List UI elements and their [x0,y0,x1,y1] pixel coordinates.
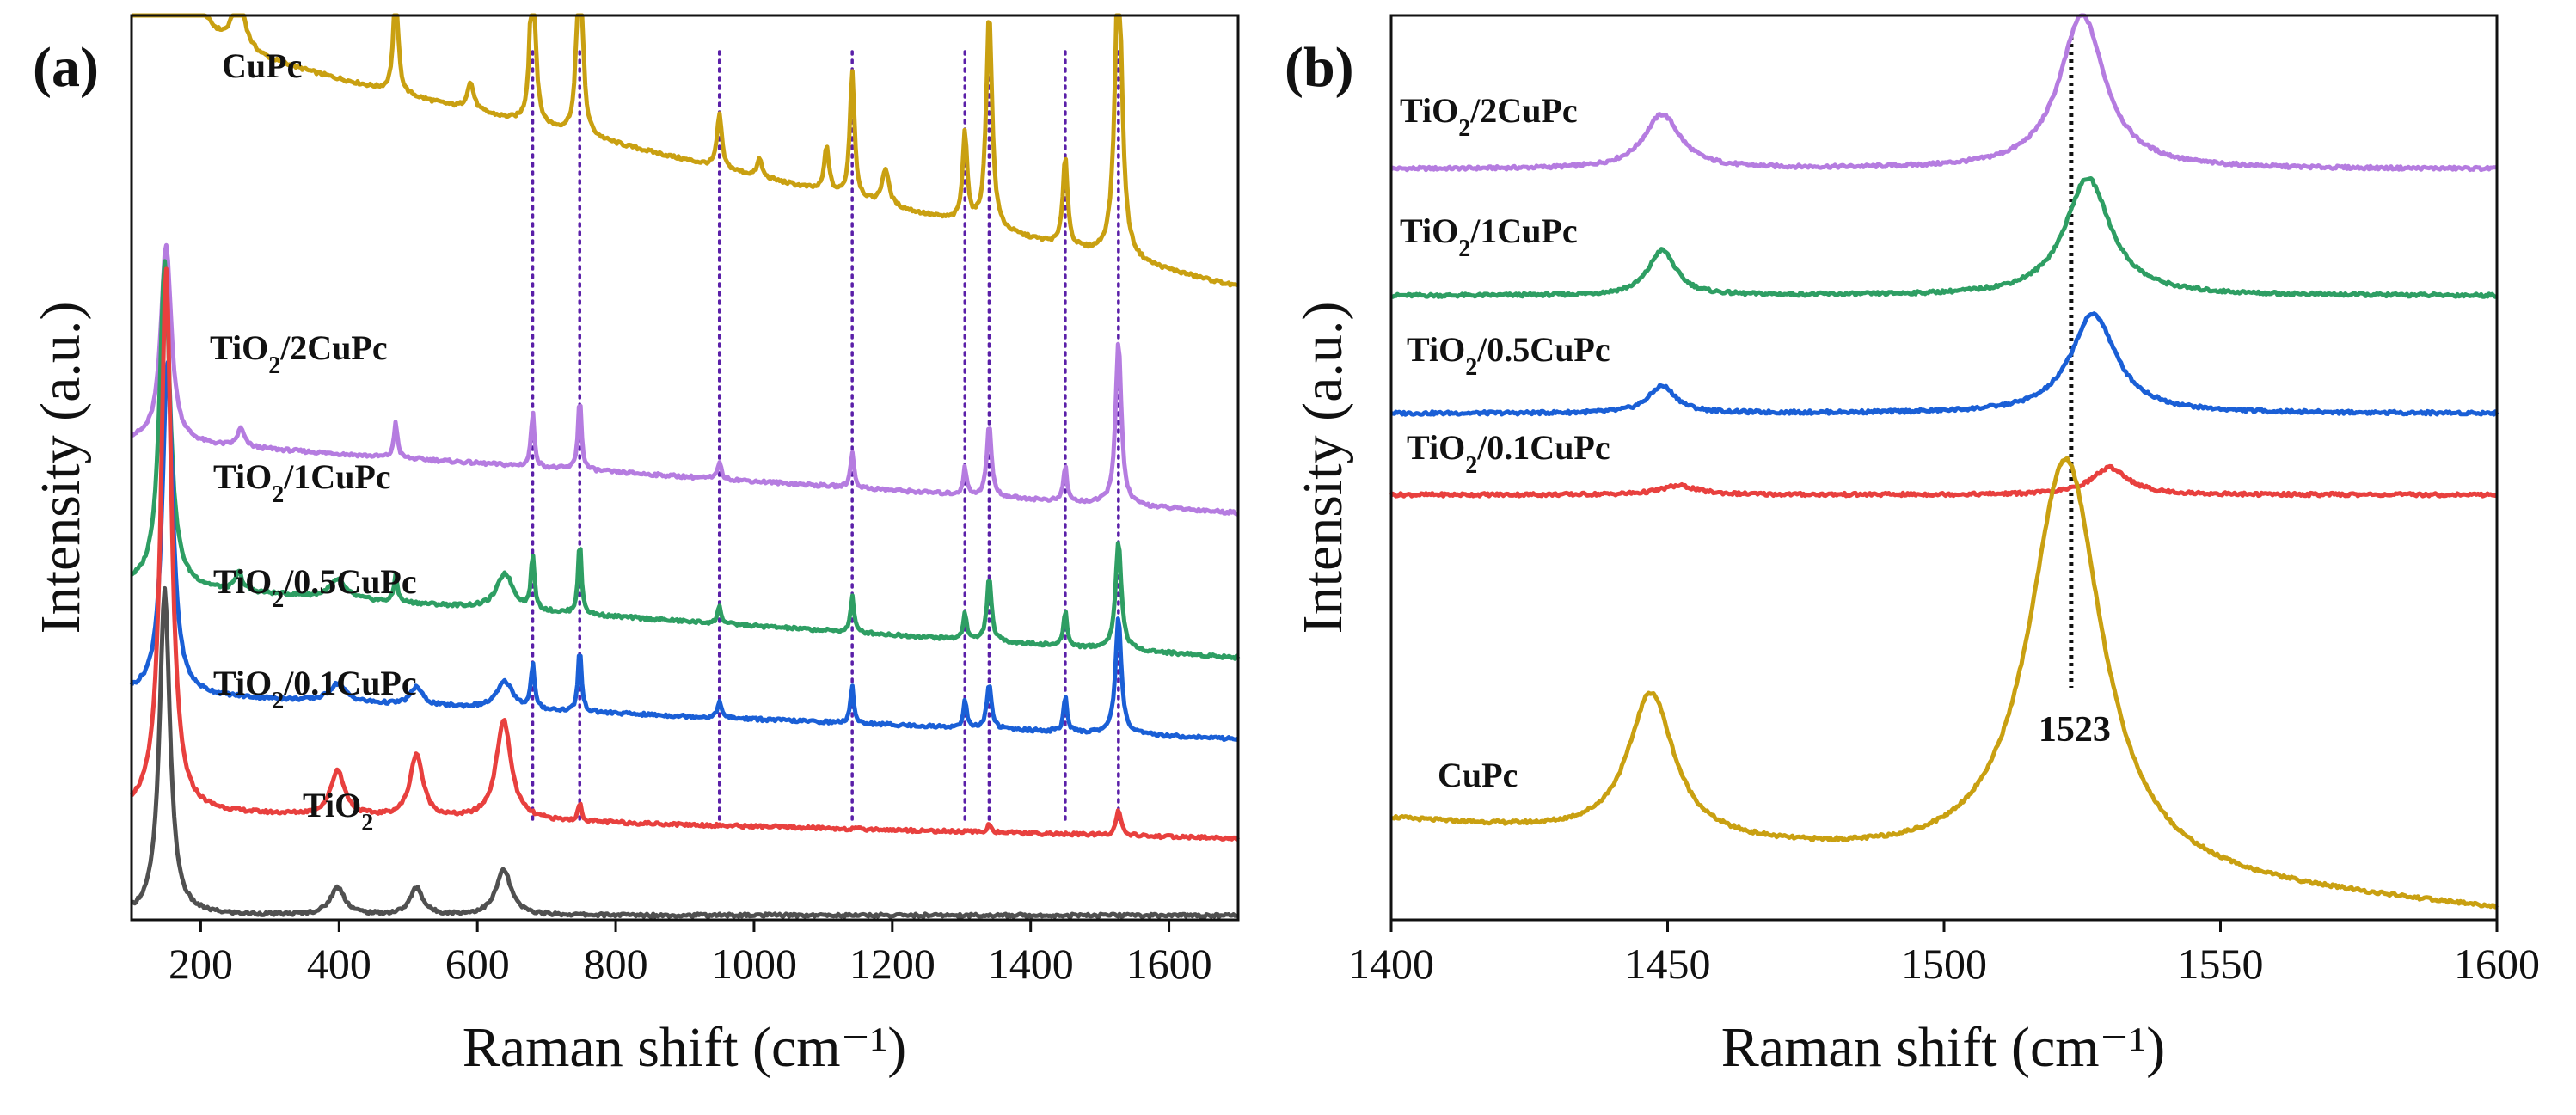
panel-a-label-tio2-1cupc: TiO2/1CuPc [213,457,391,508]
panel-a-x-tick-label: 200 [169,940,233,988]
panel-a-series-tio2-0-5cupc [129,359,1240,742]
panel-a-series-labels: CuPc TiO2/2CuPc TiO2/1CuPc TiO2/0.5CuPc TiO2… [210,46,417,836]
panel-a-x-axis-title: Raman shift (cm⁻¹) [463,1016,907,1079]
panel-b-label-tio2-0-5cupc: TiO2/0.5CuPc [1407,330,1610,381]
panel-b-x-tick-label: 1450 [1625,940,1711,988]
panel-a-label-tio2-0-5cupc: TiO2/0.5CuPc [213,562,417,613]
panel-a-series-tio2 [131,585,1239,919]
panel-a-y-axis-title: Intensity (a.u.) [29,302,92,634]
panel-b-x-axis-title: Raman shift (cm⁻¹) [1721,1016,2166,1079]
panel-b-series-tio2-0-1cupc [1389,463,2499,499]
panel-a-label-cupc: CuPc [222,46,302,85]
panel-a-series-tio2-0-1cupc [130,266,1241,842]
panel-b-series-tio2-1cupc [1390,176,2498,299]
panel-b-x-tick-label: 1400 [1348,940,1434,988]
panel-b-label: (b) [1285,36,1354,99]
panel-b-label-tio2-0-1cupc: TiO2/0.1CuPc [1407,428,1610,479]
panel-a-label-tio2-2cupc: TiO2/2CuPc [210,328,388,379]
panel-b-series-labels: TiO2/2CuPc TiO2/1CuPc TiO2/0.5CuPc TiO2/0.1… [1400,91,1610,794]
panel-a-label-tio2-0-1cupc: TiO2/0.1CuPc [213,664,417,714]
panel-b-reference-label: 1523 [2039,710,2111,750]
panel-a-x-axis: 200 400 600 800 1000 1200 1400 1600 [169,920,1212,988]
panel-b-label-tio2-2cupc: TiO2/2CuPc [1400,91,1578,142]
panel-a-x-tick-label: 1400 [988,940,1074,988]
panel-a-x-tick-label: 600 [445,940,510,988]
panel-a-label-tio2: TiO2 [303,786,373,836]
panel-b-x-tick-label: 1600 [2454,940,2540,988]
panel-a-x-tick-label: 1200 [849,940,935,988]
panel-b-y-axis-title: Intensity (a.u.) [1291,302,1354,634]
panel-b-series-tio2-0-5cupc [1390,311,2499,417]
panel-a-series-cupc [131,13,1239,288]
panel-b-frame [1389,14,2499,922]
panel-a-x-tick-label: 400 [307,940,371,988]
panel-a-data [129,13,1241,919]
panel-b-series-tio2-2cupc [1389,13,2498,173]
panel-b: (b) 1523 1400 1450 1500 1550 1600 TiO2/2CuPc… [1285,13,2540,1079]
panel-b-x-tick-label: 1500 [1901,940,1987,988]
panel-a-series-tio2-1cupc [130,259,1241,661]
panel-b-label-cupc: CuPc [1438,756,1518,794]
panel-a-series-tio2-2cupc [130,242,1239,517]
panel-b-data: 1523 [1389,13,2499,910]
panel-a-label: (a) [33,36,99,99]
panel-a-frame [130,14,1240,922]
panel-a-x-tick-label: 800 [584,940,648,988]
panel-b-series-cupc [1390,456,2499,910]
panel-a-x-tick-label: 1000 [711,940,797,988]
panel-a-x-tick-label: 1600 [1126,940,1212,988]
panel-b-x-tick-label: 1550 [2178,940,2264,988]
panel-b-label-tio2-1cupc: TiO2/1CuPc [1400,211,1578,262]
panel-b-x-axis: 1400 1450 1500 1550 1600 [1348,920,2540,988]
panel-a: (a) 200 400 600 800 1000 1200 1400 1600 CuPc TiO… [29,13,1241,1079]
